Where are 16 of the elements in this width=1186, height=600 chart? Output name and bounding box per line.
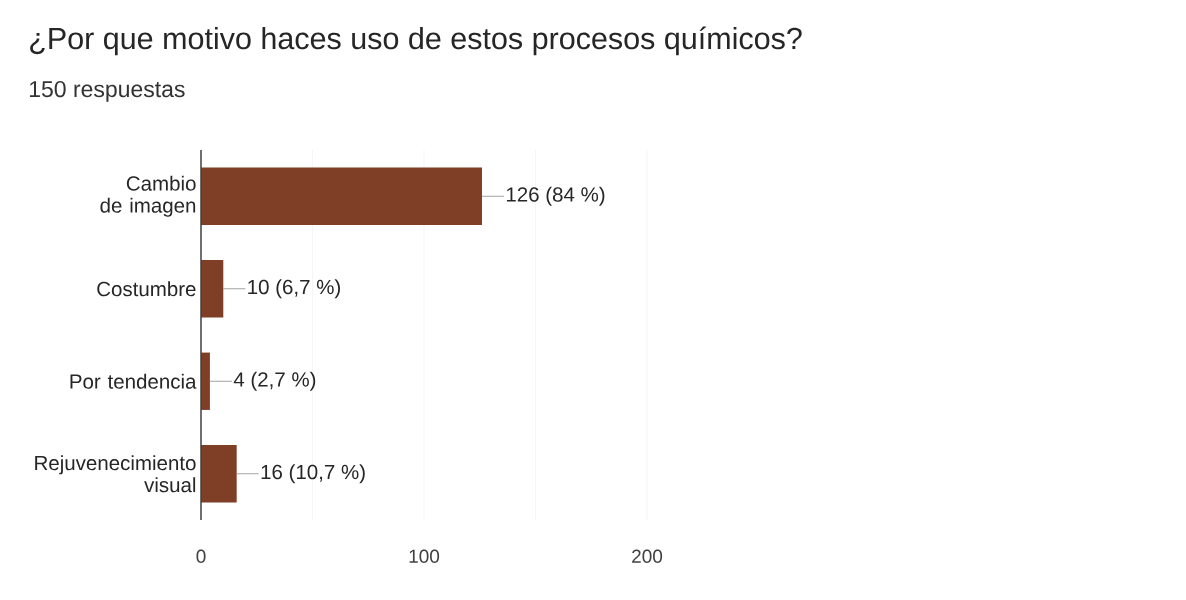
y-tick-label: Rejuvenecimiento visual — [35, 455, 196, 493]
bar — [201, 167, 482, 225]
y-tick-label: Costumbre — [97, 281, 196, 297]
chart-title: ¿Por que motivo haces uso de estos procesos químicos? — [30, 26, 802, 56]
bar — [201, 445, 237, 503]
y-tick-label: Por tendencia — [70, 373, 197, 389]
x-tick-label: 100 — [409, 549, 440, 563]
chart-subtitle: 150 respuestas — [29, 80, 185, 102]
x-tick-label: 200 — [632, 549, 663, 563]
data-label: 4 (2,7 %) — [233, 371, 316, 391]
data-label: 126 (84 %) — [506, 186, 605, 206]
bar — [201, 260, 224, 318]
y-tick-label: Cambio de imagen — [100, 175, 196, 217]
data-label: 16 (10,7 %) — [261, 464, 365, 484]
x-tick-label: 0 — [196, 549, 206, 563]
data-label: 10 (6,7 %) — [248, 279, 340, 299]
